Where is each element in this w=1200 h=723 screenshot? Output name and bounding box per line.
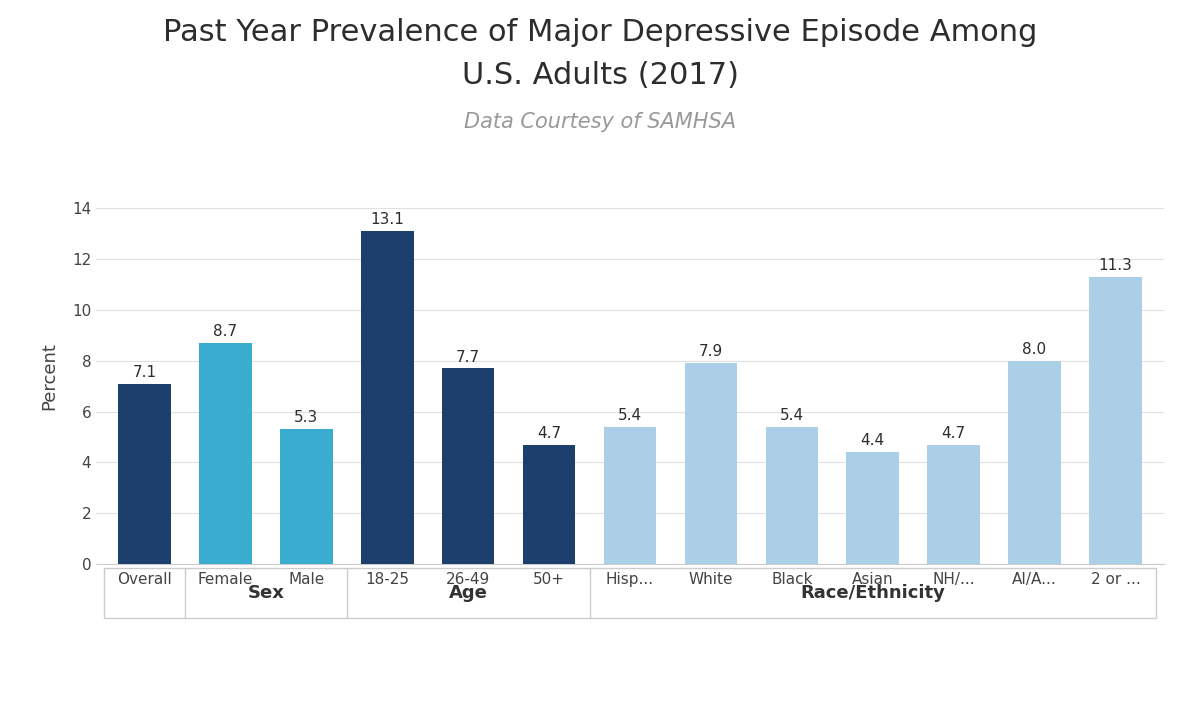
Text: 4.4: 4.4 [860, 433, 884, 448]
Text: 8.0: 8.0 [1022, 342, 1046, 357]
Bar [604, 427, 656, 564]
Text: 4.7: 4.7 [538, 426, 562, 441]
Bar [846, 452, 899, 564]
Text: 5.4: 5.4 [618, 408, 642, 423]
Text: Sex: Sex [247, 584, 284, 602]
Bar [119, 384, 170, 564]
Bar [685, 363, 737, 564]
Bar [766, 427, 818, 564]
Text: 11.3: 11.3 [1098, 258, 1133, 273]
Text: Race/Ethnicity: Race/Ethnicity [800, 584, 946, 602]
Text: Data Courtesy of SAMHSA: Data Courtesy of SAMHSA [464, 112, 736, 132]
Text: 7.9: 7.9 [698, 344, 724, 359]
Bar [442, 368, 494, 564]
Text: U.S. Adults (2017): U.S. Adults (2017) [462, 61, 738, 90]
Bar [199, 343, 252, 564]
Bar [361, 231, 414, 564]
Bar [523, 445, 575, 564]
Text: 5.3: 5.3 [294, 411, 318, 426]
Bar [1008, 361, 1061, 564]
Bar [1090, 277, 1141, 564]
Text: 5.4: 5.4 [780, 408, 804, 423]
Bar [280, 429, 332, 564]
Text: 7.1: 7.1 [132, 365, 157, 380]
Bar [928, 445, 980, 564]
Y-axis label: Percent: Percent [40, 342, 58, 410]
Text: 4.7: 4.7 [942, 426, 966, 441]
Text: 13.1: 13.1 [371, 213, 404, 227]
Text: Age: Age [449, 584, 487, 602]
Text: Past Year Prevalence of Major Depressive Episode Among: Past Year Prevalence of Major Depressive… [163, 18, 1037, 47]
Text: 8.7: 8.7 [214, 324, 238, 339]
Text: 7.7: 7.7 [456, 349, 480, 364]
